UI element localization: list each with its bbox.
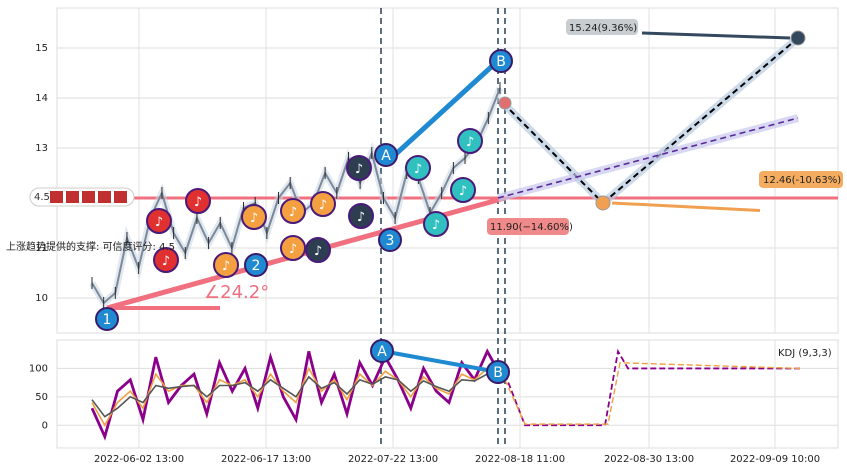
note-glyph: ♪ [319,198,327,213]
upper-label-box [566,19,638,35]
note-marker [280,235,306,261]
x-axis-ticks: 2022-06-02 13:00 2022-06-17 13:00 2022-07-… [94,454,820,465]
forecast-pivot-point [595,195,611,211]
note-glyph: ♪ [250,211,258,226]
note-glyph: ♪ [289,205,297,220]
price-highlight [88,86,504,309]
indicator-y-tick-label: 50 [35,392,48,403]
angle-label: ∠24.2° [204,282,269,303]
kdj-legend: KDJ (9,3,3) [778,348,832,359]
forecast-target-point [790,30,806,46]
pattern-marker-label: 1 [103,312,112,328]
indicator-y-ticks: 0 50 100 [29,363,48,431]
note-marker [280,198,306,224]
note-marker [213,252,239,278]
kdj-ab-line [381,349,499,374]
price-y-tick-label: 13 [35,143,48,154]
note-marker [185,188,211,214]
note-glyph: ♪ [466,135,474,150]
pattern-marker-label: 3 [386,233,395,249]
note-markers: ♪ ♪ ♪ ♪ ♪ ♪ ♪ ♪ ♪ ♪ ♪ ♪ ♪ ♪ ♪ [146,128,483,278]
note-glyph: ♪ [155,215,163,230]
forecast-dashed-mid [497,117,799,199]
kdj-marker-A [370,339,394,363]
pattern-markers: 1 2 3 A B [95,49,513,331]
price-y-tick-label: 15 [35,43,48,54]
x-tick-label: 2022-08-18 11:00 [475,454,565,465]
indicator-y-tick-label: 100 [29,363,48,374]
kdj-marker-label: B [493,365,503,381]
middle-label-box [759,171,843,188]
pattern-marker-3 [378,228,402,252]
pattern-marker-2 [244,253,268,277]
note-glyph: ♪ [357,210,365,225]
note-glyph: ♪ [432,218,440,233]
note-glyph: ♪ [414,162,422,177]
note-marker [457,128,483,154]
arrow-middle [611,201,761,212]
note-glyph: ♪ [459,184,467,199]
pattern-lines [384,56,503,165]
grid-lines [57,8,838,448]
note-marker [346,155,372,181]
price-panel-frame [56,7,839,334]
note-glyph: ♪ [162,254,170,269]
note-glyph: ♪ [355,162,363,177]
forecast-start-point [498,96,512,110]
rating-star [50,191,63,203]
forecast-dashed-down [502,102,604,204]
x-tick-label: 2022-06-02 13:00 [94,454,184,465]
note-glyph: ♪ [222,259,230,274]
price-y-ticks: 101112131415 [35,43,48,304]
pattern-marker-label: B [496,54,506,70]
support-label: 上涨趋势提供的支撑: 可信度评分: 4.5 [6,240,175,253]
kdj-series: AB [90,339,801,441]
note-marker [450,177,476,203]
rating-star [98,191,111,203]
rating-star [66,191,79,203]
note-glyph: ♪ [289,242,297,257]
note-marker [423,211,449,237]
kdj-forecast-d [504,362,801,425]
rating-star [114,191,127,203]
note-marker [310,191,336,217]
kdj-marker-label: A [377,344,387,360]
forecast-lines [496,30,806,212]
note-marker [241,204,267,230]
note-marker [146,208,172,234]
note-marker [405,155,431,181]
pattern-marker-label: A [381,148,391,164]
note-marker [348,203,374,229]
rating-badge-value: 4.5 [34,192,50,203]
forecast-dashed-up [602,37,799,204]
x-tick-label: 2022-08-30 13:00 [604,454,694,465]
middle-forecast-label: 12.46(-10.63%) [763,175,841,186]
pattern-ab-line [384,56,503,165]
note-glyph: ♪ [314,244,322,259]
kdj-marker-B [486,360,510,384]
chart-labels: 4.5 上涨趋势提供的支撑: 可信度评分: 4.5 ∠24.2° 15.24(9.36… [6,19,843,359]
pattern-marker-label: 2 [252,258,261,274]
pattern-marker-A [374,143,398,167]
lower-label-box [487,218,569,235]
rating-star [82,191,95,203]
x-tick-label: 2022-06-17 13:00 [221,454,311,465]
x-tick-label: 2022-07-22 13:00 [348,454,438,465]
indicator-y-tick-label: 0 [42,420,48,431]
arrow-upper [641,31,791,40]
note-glyph: ♪ [194,195,202,210]
pattern-marker-1 [95,307,119,331]
note-marker [305,237,331,263]
price-y-tick-label: 10 [35,293,48,304]
pattern-marker-B [489,49,513,73]
kdj-line-2 [91,373,501,418]
price-y-tick-label: 14 [35,93,48,104]
x-tick-label: 2022-09-09 10:00 [730,454,820,465]
lower-forecast-label: 11.90(−14.60%) [490,222,573,233]
note-marker [153,247,179,273]
price-y-tick-label: 11 [35,243,48,254]
upper-forecast-label: 15.24(9.36%) [569,23,637,34]
